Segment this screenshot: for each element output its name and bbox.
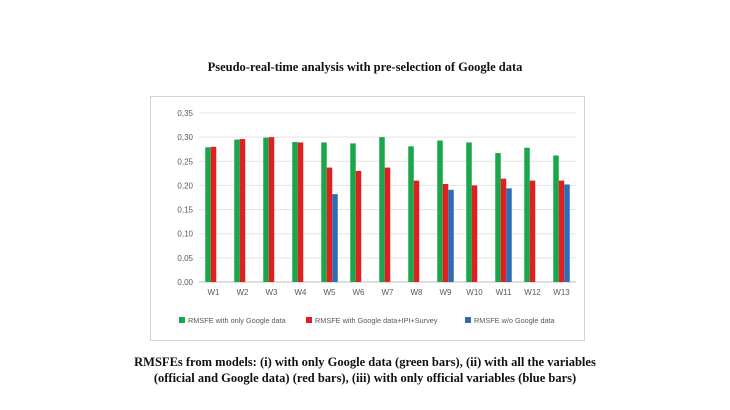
legend-swatch [465, 317, 471, 323]
x-tick-label: W2 [237, 288, 250, 297]
chart-title: Pseudo-real-time analysis with pre-selec… [207, 60, 523, 74]
x-tick-label: W1 [208, 288, 221, 297]
bar-green [292, 141, 298, 282]
bar-red [210, 146, 217, 282]
x-tick-label: W12 [524, 288, 541, 297]
y-tick-label: 0,10 [177, 230, 193, 239]
bar-green [205, 147, 211, 282]
bar-green [234, 139, 240, 282]
bar-green [350, 143, 356, 282]
figure-caption: RMSFEs from models: (i) with only Google… [0, 354, 730, 386]
x-tick-label: W10 [466, 288, 483, 297]
caption-line-1: RMSFEs from models: (i) with only Google… [134, 355, 596, 369]
legend-label: RMSFE with Google data+IPI+Survey [315, 316, 438, 325]
bar-red [355, 170, 362, 282]
bar-green [379, 137, 385, 282]
bar-red [268, 137, 275, 282]
bar-red [529, 180, 536, 282]
x-tick-label: W5 [324, 288, 337, 297]
y-tick-label: 0,00 [177, 278, 193, 287]
bar-green [321, 142, 327, 282]
x-tick-label: W9 [440, 288, 453, 297]
bar-green [466, 142, 472, 282]
y-tick-label: 0,25 [177, 157, 193, 166]
legend-label: RMSFE w/o Google data [474, 316, 556, 325]
bar-red [326, 167, 333, 282]
bar-blue [332, 194, 338, 282]
y-tick-label: 0,30 [177, 133, 193, 142]
y-tick-label: 0,05 [177, 254, 193, 263]
x-tick-label: W6 [353, 288, 366, 297]
bar-green [495, 153, 501, 282]
bar-blue [448, 189, 454, 282]
bar-green [408, 146, 414, 282]
bar-blue [564, 184, 570, 282]
legend-swatch [306, 317, 312, 323]
x-tick-label: W7 [382, 288, 395, 297]
legend-label: RMSFE with only Google data [188, 316, 287, 325]
chart-frame: 0,00 0,05 0,10 0,15 0,20 0,25 0,30 0,35 W1 W2 W3 W4… [150, 96, 585, 341]
x-tick-label: W4 [295, 288, 308, 297]
legend-swatch [179, 317, 185, 323]
bar-red [384, 167, 391, 282]
bar-green [263, 137, 269, 282]
bar-red [442, 183, 449, 282]
x-tick-label: W13 [553, 288, 570, 297]
bar-red [558, 180, 565, 282]
y-tick-label: 0,35 [177, 109, 193, 118]
bar-green [524, 147, 530, 282]
bar-red [500, 178, 507, 282]
bar-green [437, 140, 443, 282]
y-tick-label: 0,20 [177, 181, 193, 190]
bar-blue [506, 188, 512, 282]
bar-red [413, 180, 420, 282]
bar-red [297, 142, 304, 282]
x-tick-label: W8 [411, 288, 424, 297]
x-tick-label: W11 [496, 288, 512, 297]
bar-red [471, 185, 478, 282]
bar-green [553, 155, 559, 282]
bar-chart: 0,00 0,05 0,10 0,15 0,20 0,25 0,30 0,35 W1 W2 W3 W4… [177, 109, 576, 325]
y-tick-label: 0,15 [177, 206, 193, 215]
bar-red [239, 139, 246, 282]
caption-line-2: (official and Google data) (red bars), (… [153, 371, 577, 385]
x-tick-label: W3 [266, 288, 279, 297]
